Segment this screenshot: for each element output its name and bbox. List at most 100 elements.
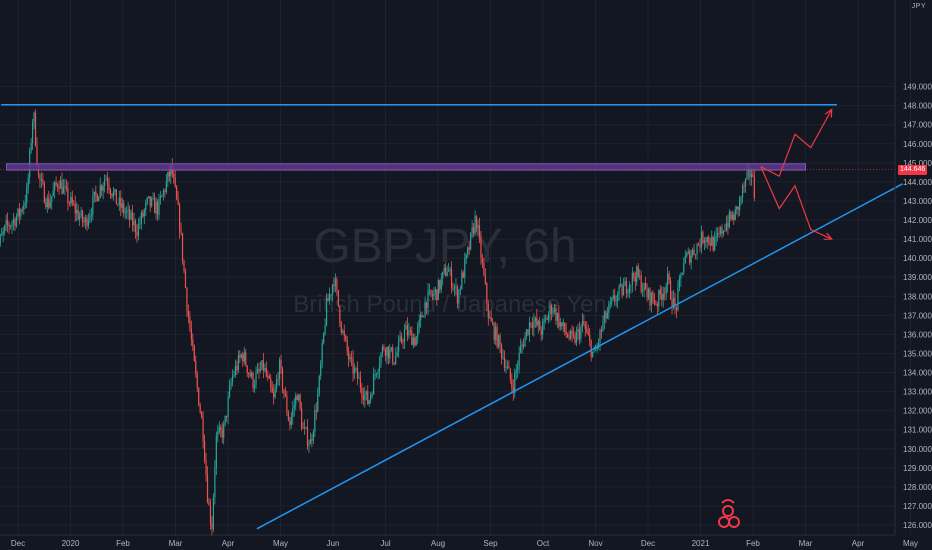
candle-body [115, 189, 117, 205]
candle-body [656, 303, 658, 307]
time-tick-label: Nov [588, 539, 602, 548]
candle-body [537, 320, 539, 326]
candle-body [639, 275, 641, 277]
candle-body [98, 196, 100, 202]
trendline[interactable] [256, 183, 903, 530]
candle-body [462, 272, 464, 278]
candle-body [719, 227, 722, 234]
candle-body [724, 229, 726, 231]
time-tick-label: Jul [380, 539, 390, 548]
price-axis[interactable]: 126.000 127.000 128.000 129.000 130.000 131.0… [894, 0, 932, 535]
candle-body [749, 169, 751, 178]
candle-body [474, 215, 476, 234]
candle-body [4, 225, 6, 232]
currency-label: JPY [911, 3, 926, 10]
candle-body [195, 361, 197, 374]
candle-body [406, 325, 409, 336]
candle-body [342, 330, 344, 333]
candle-body [740, 197, 742, 198]
candle-body [642, 290, 644, 292]
candle-body [445, 268, 447, 276]
candle-body [154, 198, 156, 214]
candle-body [502, 357, 504, 359]
price-tick-label: 144.000 [903, 178, 932, 187]
candle-body [180, 230, 182, 234]
candle-body [552, 311, 554, 314]
candle-body [456, 286, 459, 304]
time-tick-label: Mar [799, 539, 813, 548]
candle-body [480, 236, 482, 259]
candle-body [421, 314, 423, 318]
candle-body [62, 186, 65, 194]
candle-body [234, 366, 237, 376]
candle-body [365, 391, 367, 395]
candle-body [631, 273, 633, 285]
candle-body [584, 324, 586, 329]
candle-body [87, 219, 90, 227]
candle-body [239, 355, 241, 358]
candle-body [240, 354, 242, 358]
candle-body [453, 287, 456, 289]
candle-body [320, 363, 322, 376]
candle-body [550, 305, 553, 314]
candle-body [295, 395, 297, 406]
projection-arrow[interactable] [760, 166, 832, 240]
candle-body [727, 223, 729, 228]
candle-body [223, 424, 225, 438]
candle-body [621, 284, 623, 296]
candle-body [499, 335, 501, 345]
candle-body [252, 373, 254, 389]
candle-body [734, 209, 736, 221]
candle-body [84, 217, 87, 223]
candle-body [398, 340, 400, 352]
candle-body [224, 415, 226, 425]
candle-body [595, 349, 597, 351]
candle-body [298, 394, 300, 401]
projection-arrow[interactable] [760, 109, 833, 178]
price-tick-label: 132.000 [903, 407, 932, 416]
candle-body [218, 427, 220, 432]
candle-body [358, 377, 360, 379]
candle-body [273, 392, 275, 398]
candle-body [186, 287, 188, 312]
time-tick-label: Mar [169, 539, 183, 548]
candle-body [417, 327, 419, 337]
time-axis[interactable]: Dec 2020 Feb Mar Apr May Jun Jul Aug Sep Oct Nov Dec… [0, 534, 918, 548]
candle-body [483, 262, 485, 275]
candle-body [20, 209, 22, 217]
candle-body [636, 266, 638, 283]
candle-body [602, 322, 604, 331]
candle-body [420, 314, 422, 320]
candle-body [675, 307, 678, 311]
candle-body [377, 371, 379, 374]
price-tick-label: 137.000 [903, 311, 932, 320]
candle-body [700, 232, 703, 248]
price-tick-label: 139.000 [903, 273, 932, 282]
candle-body [246, 365, 248, 373]
candle-body [215, 435, 217, 468]
candle-body [142, 212, 144, 217]
candle-body [236, 366, 238, 371]
candle-body [714, 237, 716, 251]
candle-body [343, 330, 345, 336]
time-tick-label: Sep [483, 539, 498, 548]
candle-body [653, 299, 656, 304]
resistance-zone[interactable] [5, 163, 806, 171]
candle-body [349, 357, 351, 360]
candle-body [674, 297, 676, 308]
candle-body [255, 372, 257, 385]
candle-body [442, 271, 444, 279]
candle-body [265, 368, 267, 377]
candle-body [134, 220, 137, 233]
candle-body [145, 202, 147, 211]
price-tick-label: 147.000 [903, 121, 932, 130]
candle-body [612, 295, 614, 299]
candle-body [619, 284, 622, 286]
candle-body [424, 302, 426, 317]
candle-body [380, 353, 382, 365]
candle-body [80, 210, 82, 217]
candle-body [715, 235, 717, 238]
candle-body [148, 196, 150, 198]
